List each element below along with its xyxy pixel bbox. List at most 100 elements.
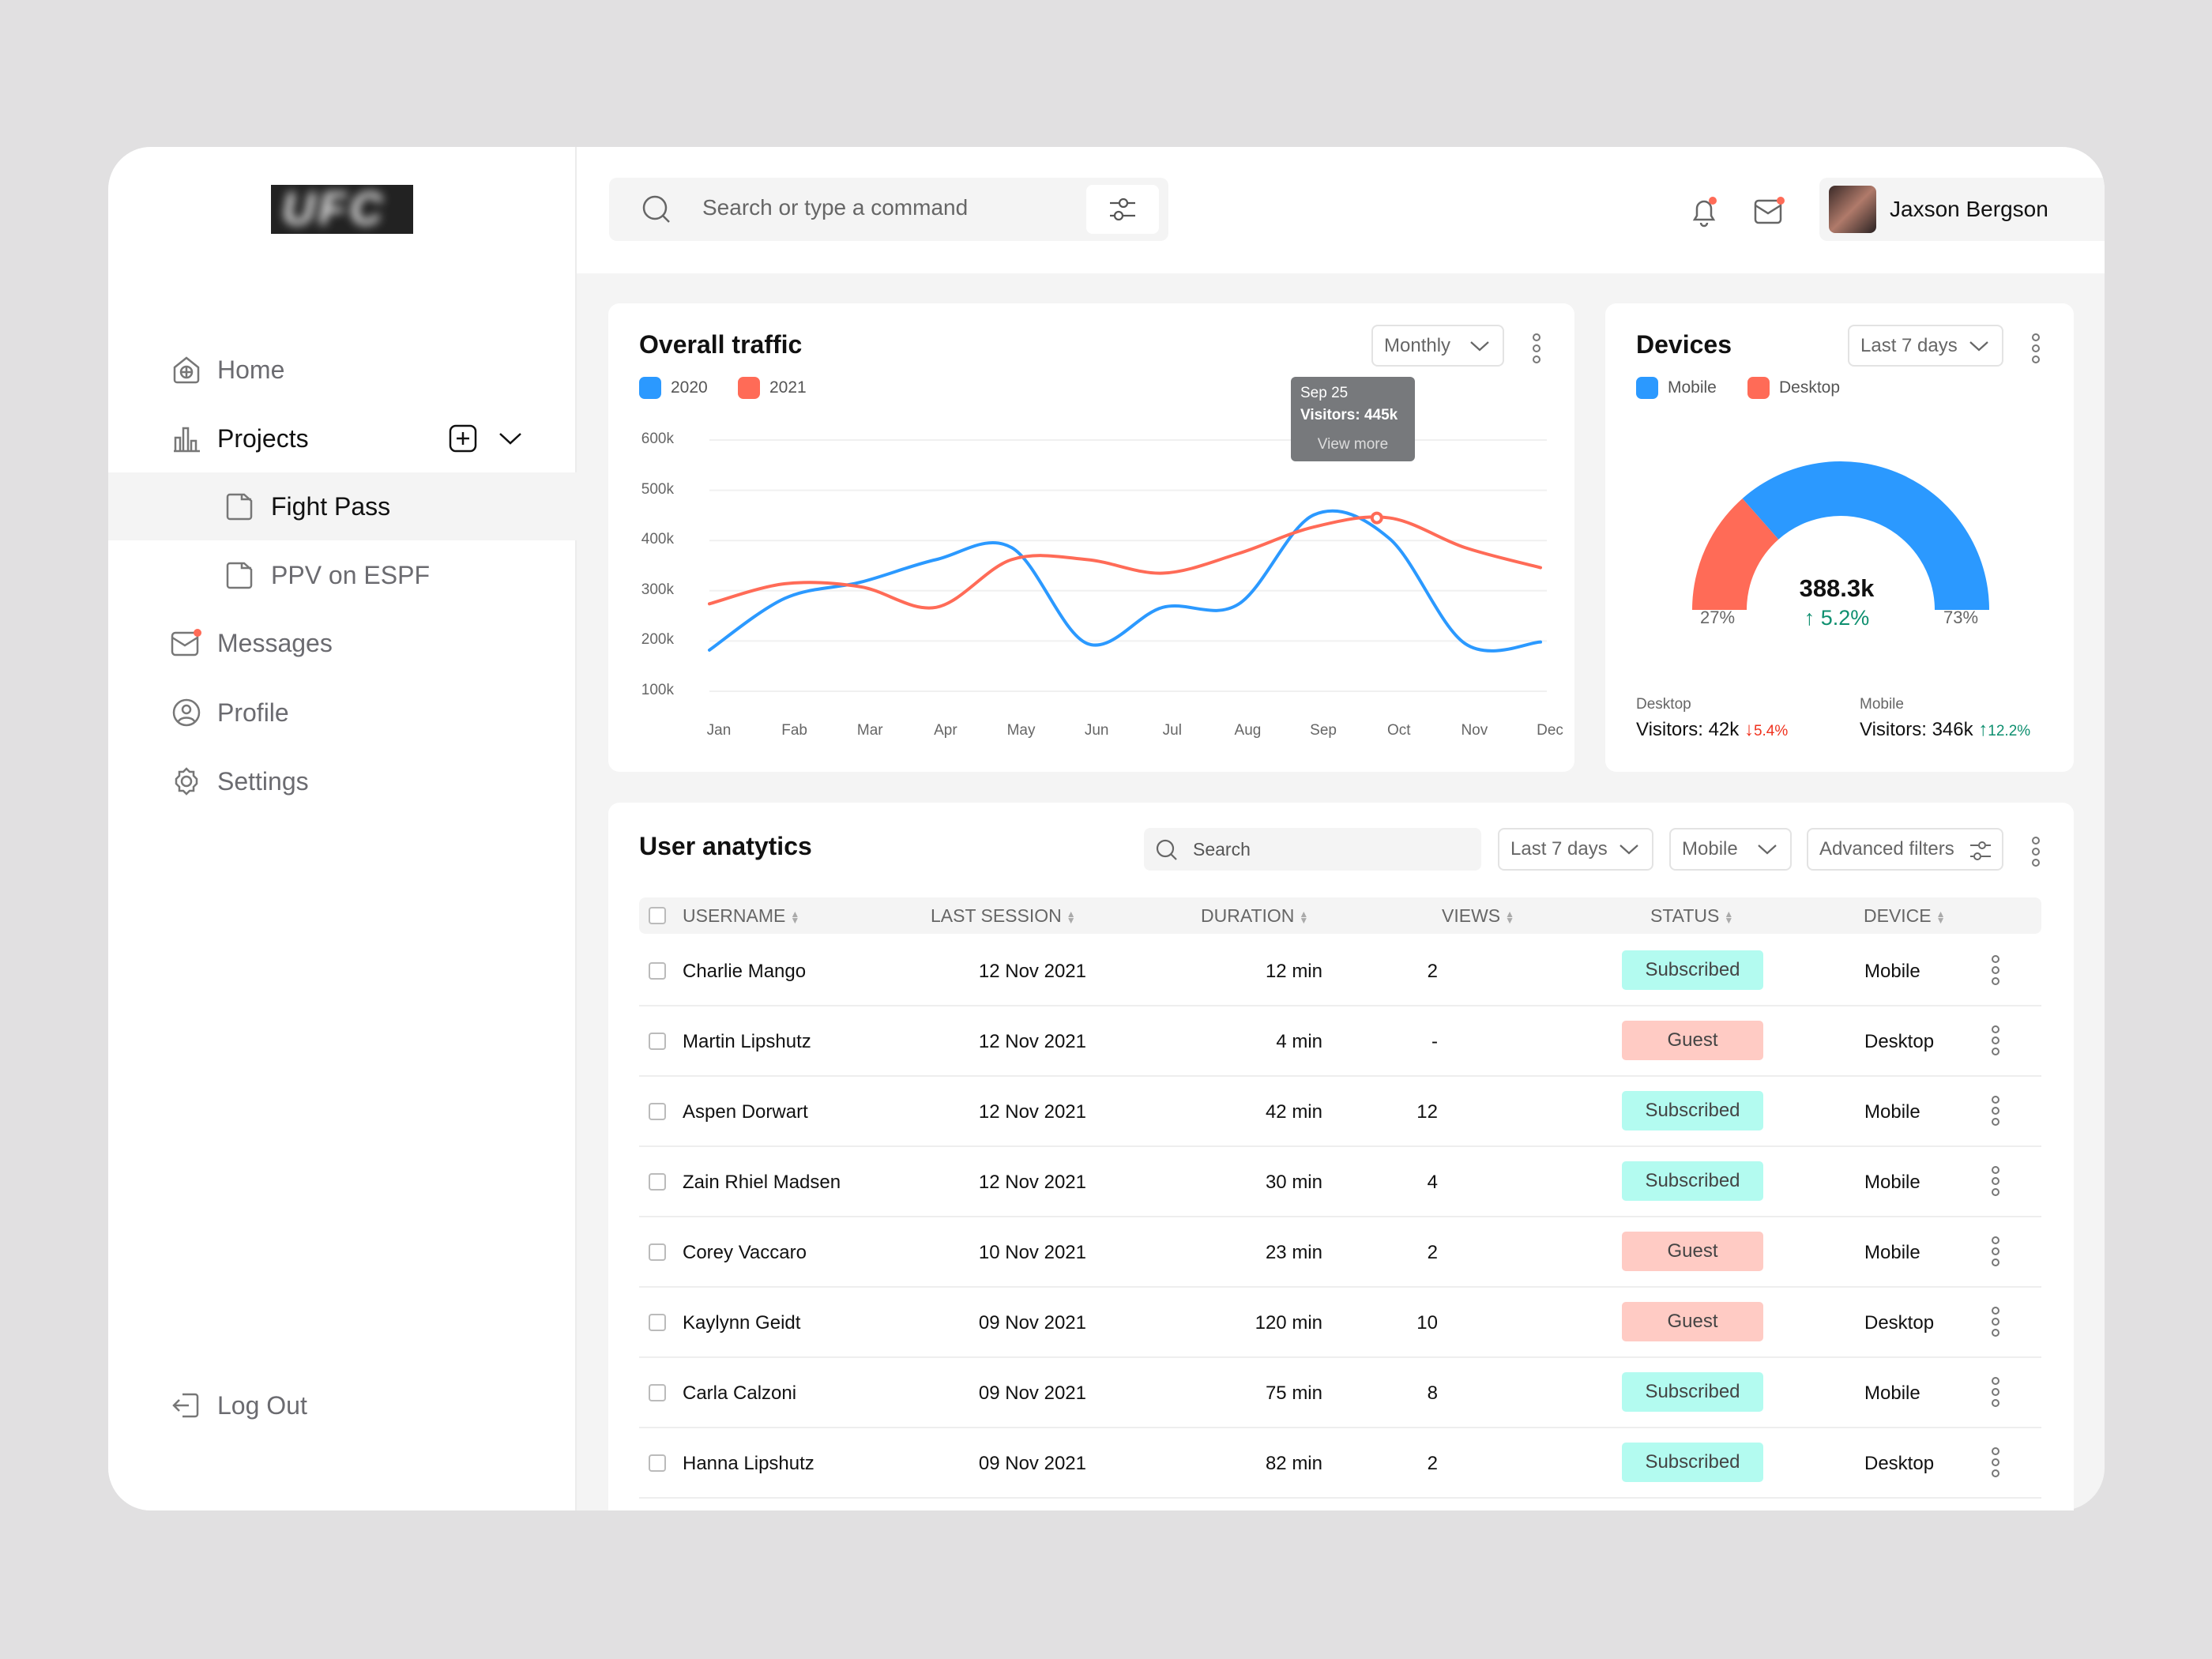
device-dropdown[interactable]: Mobile (1669, 828, 1792, 871)
page-background (0, 1510, 2212, 1659)
sidebar-item-profile[interactable]: Profile (108, 679, 577, 747)
duration: 82 min (1265, 1453, 1322, 1474)
column-label: LAST SESSION (931, 905, 1062, 926)
legend-label: Mobile (1668, 378, 1717, 397)
sort-icon: ▲ ▼ (1066, 908, 1076, 926)
last-session: 12 Nov 2021 (978, 1031, 1086, 1052)
search-input[interactable]: Search or type a command (702, 195, 969, 220)
table-row[interactable]: Martin Lipshutz 12 Nov 2021 4 min - Gues… (639, 1006, 2041, 1077)
last-session: 12 Nov 2021 (978, 1172, 1086, 1193)
table-row[interactable]: Aspen Dorwart 12 Nov 2021 42 min 12 Subs… (639, 1077, 2041, 1147)
period-dropdown[interactable]: Monthly (1371, 325, 1504, 367)
top-bar: Search or type a command Jaxson Bergson (577, 147, 2105, 273)
view-more-link[interactable]: View more (1317, 436, 1389, 453)
more-options-icon[interactable] (1533, 333, 1542, 363)
sort-icon: ▲ ▼ (1936, 908, 1946, 926)
column-views[interactable]: VIEWS ▲ ▼ (1442, 897, 1514, 934)
row-checkbox[interactable] (649, 1454, 666, 1472)
analytics-period-dropdown[interactable]: Last 7 days (1498, 828, 1653, 871)
username: Carla Calzoni (683, 1382, 797, 1404)
sidebar-item-home[interactable]: Home (108, 336, 577, 404)
logout-button[interactable]: Log Out (108, 1371, 577, 1439)
y-tick-label: 100k (641, 682, 674, 698)
row-checkbox[interactable] (649, 1384, 666, 1401)
column-status[interactable]: STATUS ▲ ▼ (1650, 897, 1733, 934)
devices-card (1605, 303, 2074, 772)
row-checkbox[interactable] (649, 962, 666, 980)
row-checkbox[interactable] (649, 1314, 666, 1331)
table-row[interactable]: Corey Vaccaro 10 Nov 2021 23 min 2 Guest… (639, 1217, 2041, 1288)
gauge-slice-mobile (1742, 461, 1989, 610)
column-label: DEVICE (1864, 905, 1932, 926)
more-options-icon[interactable] (2032, 837, 2041, 867)
column-duration[interactable]: DURATION ▲ ▼ (1201, 897, 1308, 934)
status-badge: Subscribed (1622, 1091, 1763, 1130)
sort-icon: ▲ ▼ (1505, 908, 1515, 926)
username: Corey Vaccaro (683, 1242, 807, 1263)
desktop-stat-label: Desktop (1636, 696, 1691, 713)
folder-icon (224, 491, 256, 522)
advanced-filters-button[interactable]: Advanced filters (1807, 828, 2003, 871)
row-more-icon[interactable] (1992, 1166, 2001, 1196)
row-checkbox[interactable] (649, 1033, 666, 1050)
y-tick-label: 200k (641, 631, 674, 649)
sidebar-item-ppv-on-espf[interactable]: PPV on ESPF (108, 541, 577, 609)
row-more-icon[interactable] (1992, 1236, 2001, 1266)
more-options-icon[interactable] (2032, 333, 2041, 363)
row-checkbox[interactable] (649, 1103, 666, 1120)
legend-swatch (738, 377, 760, 399)
column-last-session[interactable]: LAST SESSION ▲ ▼ (931, 897, 1076, 934)
highlight-point[interactable] (1370, 511, 1383, 525)
row-more-icon[interactable] (1992, 1447, 2001, 1477)
column-device[interactable]: DEVICE ▲ ▼ (1864, 897, 1946, 934)
column-username[interactable]: USERNAME ▲ ▼ (683, 897, 799, 934)
sidebar-item-fight-pass[interactable]: Fight Pass (108, 472, 577, 540)
desktop-stat: Visitors: 42k ↓5.4% (1636, 719, 1788, 741)
row-more-icon[interactable] (1992, 1025, 2001, 1055)
table-row[interactable]: Kaylynn Geidt 09 Nov 2021 120 min 10 Gue… (639, 1288, 2041, 1358)
x-tick-label: Oct (1386, 722, 1411, 739)
table-row[interactable]: Zain Rhiel Madsen 12 Nov 2021 30 min 4 S… (639, 1147, 2041, 1217)
chevron-down-icon[interactable] (495, 423, 526, 454)
views: 2 (1427, 1453, 1438, 1474)
views: 12 (1416, 1101, 1438, 1123)
command-search[interactable]: Search or type a command (609, 178, 1168, 241)
sidebar-item-messages[interactable]: Messages (108, 609, 577, 677)
last-session: 09 Nov 2021 (978, 1453, 1086, 1474)
legend-swatch (1636, 377, 1658, 399)
traffic-title: Overall traffic (639, 330, 803, 359)
devices-period-dropdown[interactable]: Last 7 days (1848, 325, 2003, 367)
bell-icon[interactable] (1687, 194, 1722, 233)
folder-icon (224, 559, 256, 591)
table-row[interactable]: Carla Calzoni 09 Nov 2021 75 min 8 Subsc… (639, 1358, 2041, 1428)
sidebar-item-settings[interactable]: Settings (108, 747, 577, 815)
chevron-down-icon (1758, 845, 1777, 855)
analytics-search[interactable]: Search (1144, 828, 1481, 871)
table-row[interactable]: Charlie Mango 12 Nov 2021 12 min 2 Subsc… (639, 936, 2041, 1006)
sidebar-item-projects[interactable]: Projects (108, 404, 577, 472)
add-project-button[interactable] (447, 423, 479, 454)
user-menu[interactable]: Jaxson Bergson (1819, 178, 2105, 241)
analytics-title: User anatytics (639, 832, 812, 860)
sidebar-item-label: Settings (217, 766, 309, 796)
row-more-icon[interactable] (1992, 1377, 2001, 1407)
logo[interactable]: UFC (271, 185, 413, 234)
row-more-icon[interactable] (1992, 1307, 2001, 1337)
select-all-checkbox[interactable] (649, 907, 666, 924)
search-input[interactable]: Search (1193, 839, 1251, 860)
row-checkbox[interactable] (649, 1173, 666, 1191)
mail-icon[interactable] (1752, 193, 1789, 233)
table-row[interactable]: Hanna Lipshutz 09 Nov 2021 82 min 2 Subs… (639, 1428, 2041, 1499)
period-value: Last 7 days (1860, 334, 1958, 356)
row-checkbox[interactable] (649, 1243, 666, 1261)
sidebar: UFC Home Projects Fight Pass PPV on ESPF… (108, 147, 577, 1510)
username: Martin Lipshutz (683, 1031, 811, 1052)
mobile-change: 12.2% (1988, 723, 2031, 739)
sort-icon: ▲ ▼ (1299, 908, 1309, 926)
row-more-icon[interactable] (1992, 955, 2001, 985)
series-line-2020 (708, 509, 1542, 653)
filter-button[interactable] (1086, 185, 1159, 234)
row-more-icon[interactable] (1992, 1096, 2001, 1126)
legend-2021: 2021 (738, 377, 807, 399)
search-icon (1156, 839, 1177, 860)
